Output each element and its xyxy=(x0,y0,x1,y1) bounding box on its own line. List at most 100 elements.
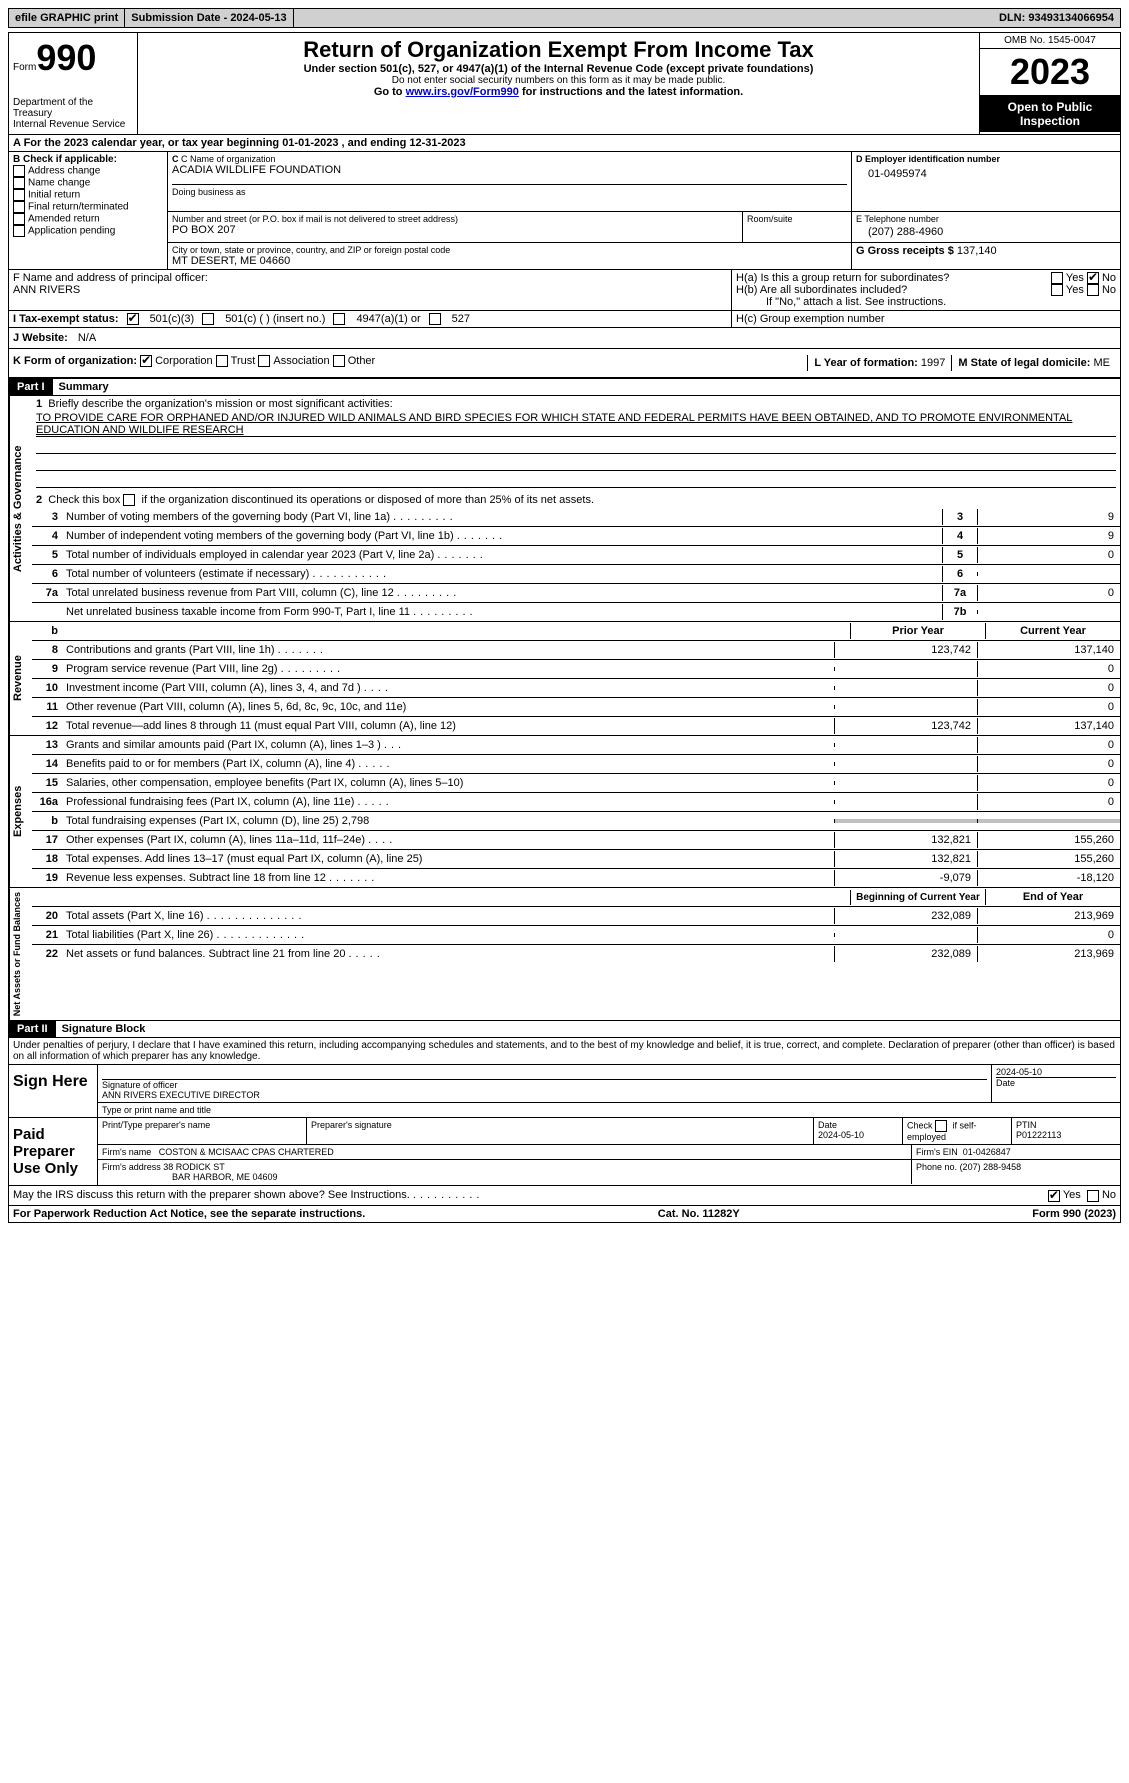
form-label: Form xyxy=(13,62,36,73)
end-year-header: End of Year xyxy=(985,889,1120,905)
discuss-text: May the IRS discuss this return with the… xyxy=(13,1189,410,1201)
vert-expenses: Expenses xyxy=(9,736,32,887)
street-label: Number and street (or P.O. box if mail i… xyxy=(172,214,738,224)
hc-label: H(c) Group exemption number xyxy=(732,311,1120,327)
expenses-section: Expenses 13Grants and similar amounts pa… xyxy=(8,736,1121,888)
officer-name: ANN RIVERS xyxy=(13,284,727,296)
section-m-label: M State of legal domicile: xyxy=(958,357,1090,369)
cb-501c3[interactable] xyxy=(127,313,139,325)
goto-post: for instructions and the latest informat… xyxy=(519,86,743,98)
prep-sig-label: Preparer's signature xyxy=(307,1118,814,1144)
section-j-label: J Website: xyxy=(13,332,68,344)
phone-value: (207) 288-4960 xyxy=(856,224,1116,240)
omb-number: OMB No. 1545-0047 xyxy=(980,33,1120,49)
line5-val: 0 xyxy=(977,547,1120,563)
public-inspection: Open to Public Inspection xyxy=(980,96,1120,132)
section-b: B Check if applicable: Address change Na… xyxy=(9,152,168,269)
line2-text: Check this box if the organization disco… xyxy=(48,494,594,506)
efile-print[interactable]: efile GRAPHIC print xyxy=(9,9,125,27)
irs-link[interactable]: www.irs.gov/Form990 xyxy=(406,86,519,98)
paid-preparer-block: Paid Preparer Use Only Print/Type prepar… xyxy=(8,1118,1121,1186)
begin-year-header: Beginning of Current Year xyxy=(850,890,985,905)
part1-header: Part I xyxy=(9,379,53,395)
checkbox-initial-return[interactable] xyxy=(13,189,25,201)
hb-no[interactable] xyxy=(1087,284,1099,296)
form-number: 990 xyxy=(36,37,96,78)
prior-year-header: Prior Year xyxy=(850,623,985,639)
submission-date: Submission Date - 2024-05-13 xyxy=(125,9,293,27)
ein-label: D Employer identification number xyxy=(856,154,1116,164)
current-year-header: Current Year xyxy=(985,623,1120,639)
discuss-yes[interactable] xyxy=(1048,1190,1060,1202)
cb-4947[interactable] xyxy=(333,313,345,325)
line1-label: Briefly describe the organization's miss… xyxy=(48,398,392,410)
form-header: Form990 Department of the Treasury Inter… xyxy=(8,32,1121,135)
mission-text: TO PROVIDE CARE FOR ORPHANED AND/OR INJU… xyxy=(36,412,1116,437)
cb-discontinued[interactable] xyxy=(123,494,135,506)
gross-receipts-label: G Gross receipts $ xyxy=(856,245,954,257)
dba-label: Doing business as xyxy=(172,184,847,197)
firm-name: COSTON & MCISAAC CPAS CHARTERED xyxy=(159,1147,334,1157)
checkbox-app-pending[interactable] xyxy=(13,225,25,237)
state-domicile: ME xyxy=(1094,357,1111,369)
hb-note: If "No," attach a list. See instructions… xyxy=(736,296,1116,308)
sign-date-label: Date xyxy=(996,1077,1116,1088)
checkbox-address-change[interactable] xyxy=(13,165,25,177)
ein-value: 01-0495974 xyxy=(856,164,1116,184)
cb-527[interactable] xyxy=(429,313,441,325)
cb-self-employed[interactable] xyxy=(935,1120,947,1132)
form-title: Return of Organization Exempt From Incom… xyxy=(142,37,975,63)
dept-label: Department of the Treasury xyxy=(13,97,133,119)
city-label: City or town, state or province, country… xyxy=(172,245,847,255)
ha-yes[interactable] xyxy=(1051,272,1063,284)
org-name-label: C C Name of organization xyxy=(172,154,847,164)
checkbox-amended[interactable] xyxy=(13,213,25,225)
irs-label: Internal Revenue Service xyxy=(13,119,133,130)
section-i-label: I Tax-exempt status: xyxy=(13,313,119,325)
cb-assoc[interactable] xyxy=(258,355,270,367)
website-value: N/A xyxy=(78,332,96,344)
officer-name-title: ANN RIVERS EXECUTIVE DIRECTOR xyxy=(102,1090,987,1100)
sign-date-val: 2024-05-10 xyxy=(996,1067,1116,1077)
ha-no[interactable] xyxy=(1087,272,1099,284)
cb-501c[interactable] xyxy=(202,313,214,325)
line7b-val xyxy=(977,610,1120,614)
part2-bar: Part II Signature Block xyxy=(8,1021,1121,1038)
section-k-row: K Form of organization: Corporation Trus… xyxy=(8,349,1121,378)
cat-no: Cat. No. 11282Y xyxy=(658,1208,740,1220)
firm-addr1: 38 RODICK ST xyxy=(163,1162,225,1172)
checkbox-name-change[interactable] xyxy=(13,177,25,189)
discuss-row: May the IRS discuss this return with the… xyxy=(8,1186,1121,1205)
gross-receipts-value: 137,140 xyxy=(957,245,997,257)
cb-corp[interactable] xyxy=(140,355,152,367)
line6-val xyxy=(977,572,1120,576)
cb-other[interactable] xyxy=(333,355,345,367)
netassets-section: Net Assets or Fund Balances Beginning of… xyxy=(8,888,1121,1021)
sig-officer-label: Signature of officer xyxy=(102,1080,987,1090)
part2-title: Signature Block xyxy=(56,1021,152,1037)
perjury-text: Under penalties of perjury, I declare th… xyxy=(8,1038,1121,1065)
self-employed: Check if self-employed xyxy=(903,1118,1012,1144)
year-formation: 1997 xyxy=(921,357,945,369)
hb-yes[interactable] xyxy=(1051,284,1063,296)
tax-year: 2023 xyxy=(980,49,1120,96)
street-value: PO BOX 207 xyxy=(172,224,738,236)
hb-label: H(b) Are all subordinates included? xyxy=(736,284,907,296)
vert-revenue: Revenue xyxy=(9,622,32,735)
ssn-warning: Do not enter social security numbers on … xyxy=(142,75,975,86)
officer-label: F Name and address of principal officer: xyxy=(13,272,727,284)
goto-pre: Go to xyxy=(374,86,406,98)
discuss-no[interactable] xyxy=(1087,1190,1099,1202)
sign-here-block: Sign Here Signature of officer ANN RIVER… xyxy=(8,1065,1121,1118)
ptin-value: P01222113 xyxy=(1016,1130,1061,1140)
dln: DLN: 93493134066954 xyxy=(993,9,1120,27)
firm-addr2: BAR HARBOR, ME 04609 xyxy=(102,1172,278,1182)
line3-val: 9 xyxy=(977,509,1120,525)
phone-label: E Telephone number xyxy=(856,214,1116,224)
cb-trust[interactable] xyxy=(216,355,228,367)
print-name-label: Print/Type preparer's name xyxy=(98,1118,307,1144)
header-grid: B Check if applicable: Address change Na… xyxy=(8,152,1121,270)
line7a-val: 0 xyxy=(977,585,1120,601)
section-l-label: L Year of formation: xyxy=(814,357,918,369)
checkbox-final-return[interactable] xyxy=(13,201,25,213)
